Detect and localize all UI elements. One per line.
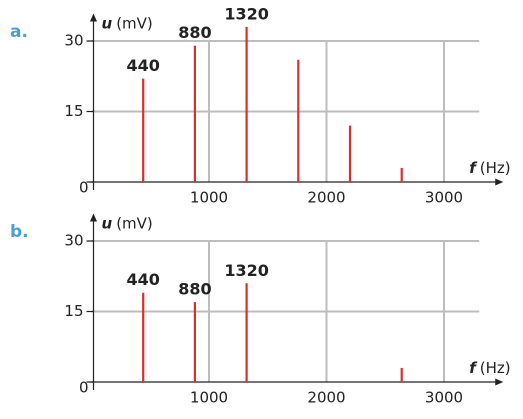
frequency-label: 440 (126, 56, 159, 75)
frequency-label: 880 (178, 280, 211, 299)
x-tick-label: 3000 (425, 189, 463, 207)
y-arrow (90, 213, 97, 222)
y-axis-label: u (mV) (102, 214, 153, 232)
frequency-label: 440 (126, 270, 159, 289)
y-tick-label: 0 (79, 179, 89, 197)
x-axis-label: f (Hz) (469, 359, 510, 377)
x-arrow (495, 178, 504, 186)
frequency-label: 1320 (224, 4, 269, 23)
y-unit: (mV) (116, 14, 153, 32)
panel-label: b. (10, 222, 29, 242)
x-tick-label: 1000 (190, 189, 228, 207)
x-axis-label: f (Hz) (469, 159, 510, 177)
frequency-label: 880 (178, 23, 211, 42)
x-arrow (495, 378, 504, 386)
x-tick-label: 3000 (425, 389, 463, 407)
panel-label: a. (10, 22, 28, 42)
x-tick-label: 2000 (307, 389, 345, 407)
y-tick-label: 0 (79, 379, 89, 397)
y-tick-label: 30 (64, 232, 83, 250)
y-tick-label: 15 (64, 302, 83, 320)
y-symbol: u (102, 214, 113, 232)
y-arrow (90, 13, 97, 22)
x-unit: (Hz) (480, 359, 511, 377)
y-axis-label: u (mV) (102, 14, 153, 32)
y-unit: (mV) (116, 214, 153, 232)
x-symbol: f (469, 359, 478, 377)
frequency-label: 1320 (224, 261, 269, 280)
x-unit: (Hz) (480, 159, 511, 177)
y-symbol: u (102, 14, 113, 32)
y-tick-label: 15 (64, 102, 83, 120)
x-tick-label: 2000 (307, 189, 345, 207)
y-tick-label: 30 (64, 32, 83, 50)
x-tick-label: 1000 (190, 389, 228, 407)
x-symbol: f (469, 159, 478, 177)
